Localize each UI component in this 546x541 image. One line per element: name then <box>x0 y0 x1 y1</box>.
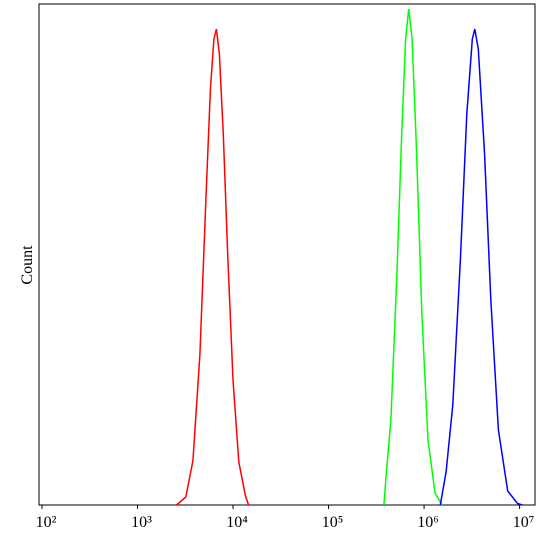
x-tick-label: 10³ <box>131 514 152 531</box>
histogram-line <box>175 28 250 506</box>
x-tick-label: 10² <box>36 514 57 531</box>
histogram-line <box>439 28 523 506</box>
x-tick-label: 10⁵ <box>322 514 344 531</box>
y-axis-label: Count <box>19 245 36 285</box>
x-tick-label: 10⁷ <box>513 514 535 531</box>
histogram-line <box>383 8 443 506</box>
plot-frame <box>38 3 536 506</box>
x-tick-label: 10⁶ <box>417 514 439 531</box>
x-tick-label: 10⁴ <box>226 514 248 531</box>
